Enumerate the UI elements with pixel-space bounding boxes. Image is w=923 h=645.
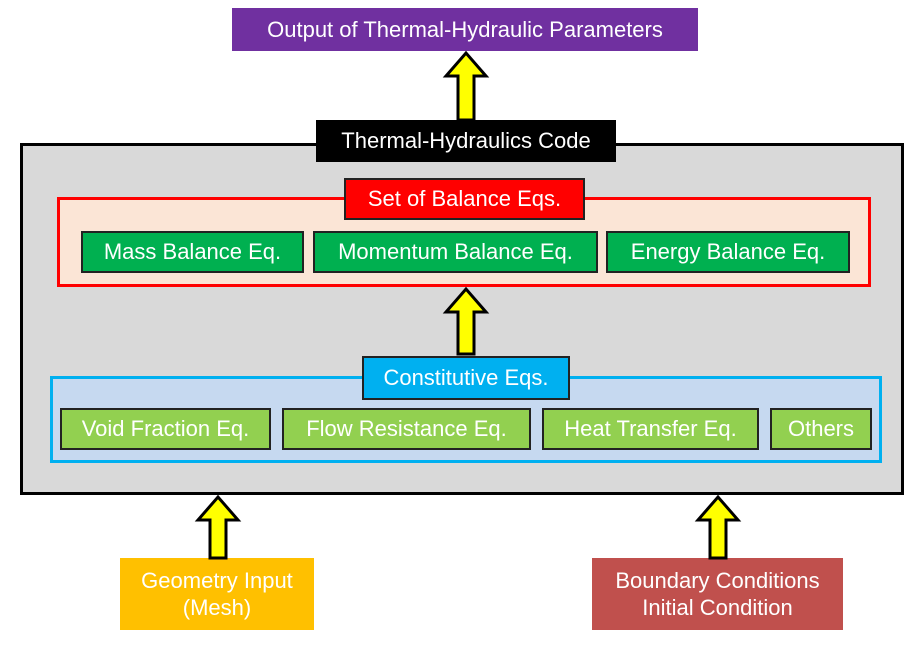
arrow-up-icon [194, 494, 242, 560]
balance-title: Set of Balance Eqs. [344, 178, 585, 220]
boundary-line2: Initial Condition [642, 595, 793, 620]
flow-resistance-box: Flow Resistance Eq. [282, 408, 531, 450]
geometry-line1: Geometry Input [141, 567, 293, 593]
energy-balance-box: Energy Balance Eq. [606, 231, 850, 273]
momentum-balance-box: Momentum Balance Eq. [313, 231, 598, 273]
others-box: Others [770, 408, 872, 450]
arrow-up-icon [442, 50, 490, 122]
geometry-line2: (Mesh) [182, 595, 252, 620]
void-fraction-box: Void Fraction Eq. [60, 408, 271, 450]
code-title: Thermal-Hydraulics Code [316, 120, 616, 162]
boundary-conditions-box: Boundary Conditions Initial Condition [592, 558, 843, 630]
arrow-up-icon [694, 494, 742, 560]
geometry-input-box: Geometry Input (Mesh) [120, 558, 314, 630]
arrow-up-icon [442, 286, 490, 356]
constitutive-title: Constitutive Eqs. [362, 356, 570, 400]
output-box: Output of Thermal-Hydraulic Parameters [232, 8, 698, 51]
heat-transfer-box: Heat Transfer Eq. [542, 408, 759, 450]
mass-balance-box: Mass Balance Eq. [81, 231, 304, 273]
boundary-line1: Boundary Conditions [615, 567, 820, 593]
